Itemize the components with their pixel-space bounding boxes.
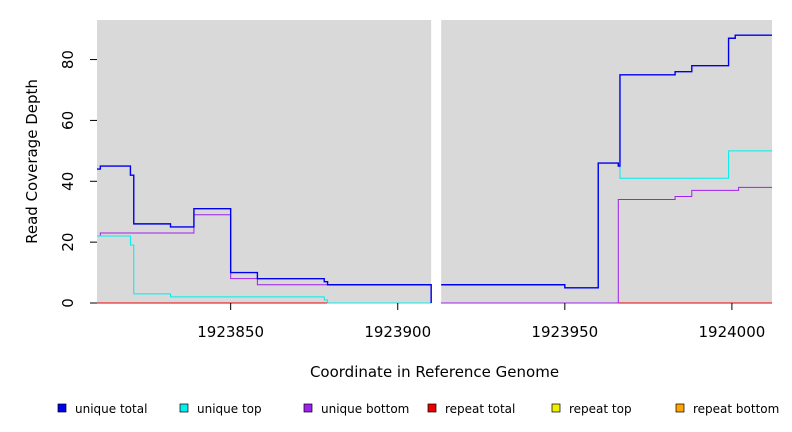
legend-swatch-unique-top [179, 403, 189, 413]
series-unique-top-segment-1 [97, 235, 432, 304]
panel-2 [441, 20, 772, 303]
y-tick-label-40: 40 [59, 172, 77, 191]
series-unique-total-segment-1 [97, 165, 432, 303]
legend-swatch-repeat-total [427, 403, 437, 413]
legend-label-repeat-top: repeat top [569, 402, 632, 416]
y-tick-label-0: 0 [59, 298, 77, 308]
legend-label-unique-total: unique total [75, 402, 147, 416]
series-unique-bottom-segment-2 [441, 186, 772, 304]
legend-label-unique-top: unique top [197, 402, 262, 416]
legend-swatch-unique-bottom [303, 403, 313, 413]
legend-label-repeat-bottom: repeat bottom [693, 402, 779, 416]
x-tick-label-1924000: 1924000 [698, 323, 765, 341]
legend-swatch-repeat-bottom [675, 403, 685, 413]
legend: unique total unique top unique bottom repea… [57, 402, 779, 416]
coverage-series [97, 34, 772, 304]
legend-label-repeat-total: repeat total [445, 402, 515, 416]
panel-1 [97, 20, 432, 303]
y-tick-label-60: 60 [59, 111, 77, 130]
axes: 1923850 1923900 1923950 1924000 0 20 40 60 80 [59, 50, 765, 341]
legend-label-unique-bottom: unique bottom [321, 402, 409, 416]
series-unique-total-segment-2 [441, 34, 772, 289]
y-tick-label-80: 80 [59, 50, 77, 69]
x-tick-label-1923950: 1923950 [531, 323, 598, 341]
plot-panels [97, 20, 772, 303]
y-tick-label-20: 20 [59, 233, 77, 252]
x-tick-label-1923900: 1923900 [364, 323, 431, 341]
x-tick-label-1923850: 1923850 [197, 323, 264, 341]
x-axis-title: Coordinate in Reference Genome [310, 363, 559, 381]
y-axis-title: Read Coverage Depth [23, 79, 41, 244]
legend-swatch-unique-total [57, 403, 67, 413]
legend-swatch-repeat-top [551, 403, 561, 413]
